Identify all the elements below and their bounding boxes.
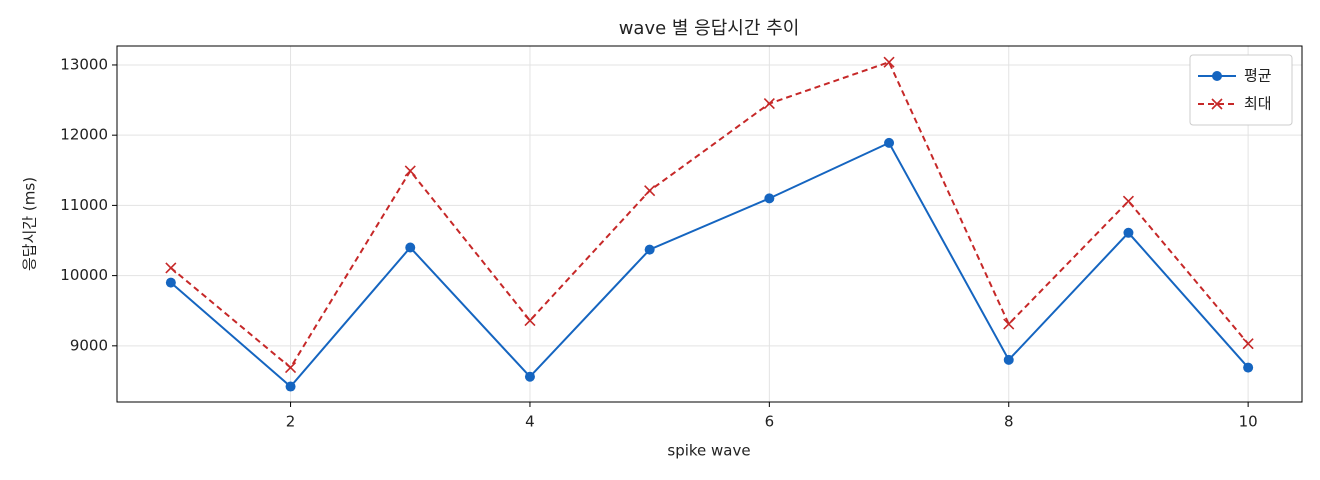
legend-label: 평균 — [1244, 67, 1272, 85]
marker — [644, 244, 655, 255]
x-tick-label: 10 — [1239, 413, 1258, 431]
marker — [404, 165, 416, 177]
legend-marker — [1212, 71, 1222, 81]
marker — [1122, 195, 1135, 207]
x-tick-label: 8 — [1004, 413, 1014, 431]
legend-marker — [1211, 98, 1223, 110]
y-axis-label: 응답시간 (ms) — [21, 177, 39, 271]
marker — [884, 137, 895, 148]
x-tick-label: 2 — [286, 413, 296, 431]
legend-box — [1189, 54, 1293, 126]
x-axis-label: spike wave — [667, 442, 750, 460]
x-tick-label: 6 — [765, 413, 775, 431]
marker — [524, 371, 535, 382]
plot-frame — [116, 45, 1303, 403]
marker — [1003, 318, 1015, 330]
marker — [524, 314, 536, 327]
marker — [165, 277, 176, 288]
y-tick-label: 11000 — [60, 196, 108, 214]
marker — [763, 98, 775, 110]
marker — [883, 56, 895, 68]
marker — [644, 185, 656, 197]
line — [170, 60, 1249, 370]
y-tick-label: 12000 — [60, 126, 108, 144]
chart-title: wave 별 응답시간 추이 — [619, 18, 800, 39]
y-tick-label: 13000 — [60, 55, 108, 73]
marker — [285, 381, 296, 392]
marker — [1243, 362, 1254, 373]
marker — [405, 242, 416, 253]
y-tick-label: 10000 — [60, 266, 108, 284]
marker — [284, 362, 297, 374]
legend-label: 최대 — [1244, 95, 1272, 113]
y-tick-label: 9000 — [70, 336, 108, 354]
marker — [1003, 354, 1014, 365]
marker — [1123, 227, 1134, 238]
marker — [165, 262, 177, 274]
x-tick-label: 4 — [525, 413, 535, 431]
line — [170, 141, 1249, 388]
marker — [1242, 338, 1254, 350]
marker — [764, 193, 775, 204]
